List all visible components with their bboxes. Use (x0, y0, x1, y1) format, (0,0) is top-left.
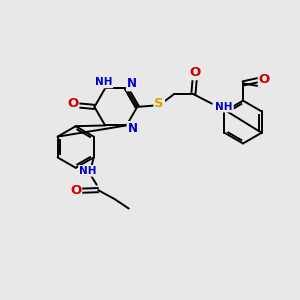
Text: O: O (70, 184, 81, 197)
Text: NH: NH (215, 102, 233, 112)
Text: O: O (259, 74, 270, 86)
Text: O: O (189, 66, 200, 79)
Text: O: O (67, 98, 78, 110)
Text: N: N (127, 77, 137, 90)
Text: NH: NH (95, 77, 112, 87)
Text: S: S (154, 98, 164, 110)
Text: NH: NH (79, 166, 97, 176)
Text: N: N (128, 122, 137, 135)
